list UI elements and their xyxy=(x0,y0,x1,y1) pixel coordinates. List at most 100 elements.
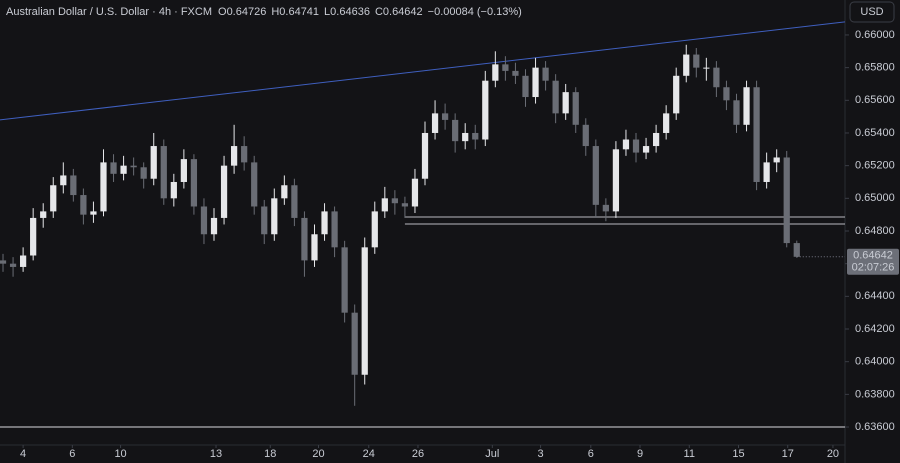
candle-body xyxy=(50,185,57,212)
candle-body xyxy=(482,80,489,140)
candle-body xyxy=(391,198,398,204)
candle-body xyxy=(673,75,680,114)
y-tick-label: 0.64400 xyxy=(855,290,895,302)
price-tag xyxy=(847,248,899,275)
x-tick-label: 10 xyxy=(114,448,126,460)
x-tick-label: 20 xyxy=(312,448,324,460)
y-tick-label: 0.66000 xyxy=(855,29,895,41)
ohlc-value: 0.64741 xyxy=(279,6,319,18)
x-tick-label: 9 xyxy=(637,448,643,460)
candle-body xyxy=(291,185,298,218)
candle-body xyxy=(683,54,690,76)
candle-body xyxy=(30,217,37,256)
candle-body xyxy=(241,146,248,163)
x-tick-label: 18 xyxy=(264,448,276,460)
x-tick-label: 26 xyxy=(412,448,424,460)
x-tick-label: 6 xyxy=(69,448,75,460)
candle-body xyxy=(552,80,559,114)
candle-body xyxy=(281,185,288,199)
candle-body xyxy=(441,113,449,120)
candle-body xyxy=(331,211,338,248)
candle-body xyxy=(140,167,147,179)
candle-body xyxy=(180,159,187,182)
candle-body xyxy=(200,206,208,235)
ohlc-value: 0.64642 xyxy=(383,6,423,18)
candle-body xyxy=(90,211,97,215)
header: Australian Dollar / U.S. Dollar · 4h · F… xyxy=(6,6,522,18)
candle-body xyxy=(170,181,177,199)
candle-body xyxy=(693,54,700,68)
candle-body xyxy=(261,206,268,235)
y-tick-label: 0.63600 xyxy=(855,421,895,433)
candle-body xyxy=(642,146,650,153)
candle-body xyxy=(401,203,409,207)
candle-body xyxy=(421,132,429,179)
candle-body xyxy=(150,146,157,179)
candle-body xyxy=(120,165,127,174)
candle-body xyxy=(532,67,539,98)
candle-body xyxy=(371,211,378,248)
candle-body xyxy=(512,70,519,76)
candle-body xyxy=(632,139,640,153)
ohlc-label: O xyxy=(218,6,227,18)
plot-area xyxy=(0,21,846,428)
candle-body xyxy=(9,263,17,267)
candle-body xyxy=(582,124,589,147)
currency-label[interactable]: USD xyxy=(860,6,883,18)
candle-body xyxy=(602,204,609,212)
y-tick-label: 0.65600 xyxy=(855,94,895,106)
candle-body xyxy=(351,312,358,375)
candle-body xyxy=(210,217,218,235)
candle-body xyxy=(361,247,368,375)
symbol-title: Australian Dollar / U.S. Dollar · 4h · F… xyxy=(6,6,212,18)
ohlc-label: H xyxy=(271,6,279,18)
candle-body xyxy=(271,198,278,235)
candle-body xyxy=(502,64,509,71)
candle-body xyxy=(763,162,770,182)
candle-body xyxy=(793,243,800,257)
candle-body xyxy=(663,113,670,133)
y-tick-label: 0.63800 xyxy=(855,388,895,400)
candle-body xyxy=(542,67,549,81)
candle-body xyxy=(753,87,760,182)
y-tick-label: 0.65200 xyxy=(855,160,895,172)
candle-body xyxy=(703,67,710,69)
candle-body xyxy=(40,211,47,218)
candle-body xyxy=(190,159,198,207)
x-tick-label: 13 xyxy=(210,448,222,460)
candle-body xyxy=(562,92,569,114)
x-tick-label: 3 xyxy=(537,448,543,460)
candle-body xyxy=(130,165,137,168)
candle-body xyxy=(462,132,469,142)
candle-body xyxy=(522,75,529,98)
x-tick-label: 24 xyxy=(363,448,375,460)
candle-body xyxy=(743,87,750,125)
trendline xyxy=(0,21,846,121)
candle-body xyxy=(0,260,7,264)
candle-body xyxy=(431,113,439,133)
candle-body xyxy=(100,162,107,212)
candle-body xyxy=(572,92,579,125)
candle-body xyxy=(612,149,620,212)
ohlc-label: C xyxy=(375,6,383,18)
candle-body xyxy=(622,139,630,150)
candle-body xyxy=(492,64,499,81)
candle-body xyxy=(713,67,720,88)
candle-body xyxy=(381,198,388,212)
ohlc-value: 0.64636 xyxy=(330,6,370,18)
candle-body xyxy=(341,247,348,313)
candle-body xyxy=(60,175,67,186)
x-tick-label: 17 xyxy=(782,448,794,460)
x-tick-label: Jul xyxy=(485,448,499,460)
candle-body xyxy=(723,87,730,101)
x-tick-label: 4 xyxy=(20,448,26,460)
candle-body xyxy=(783,157,790,244)
candle-body xyxy=(311,234,318,261)
ohlc-label: L xyxy=(324,6,330,18)
currency-button[interactable] xyxy=(849,1,895,23)
x-tick-label: 11 xyxy=(684,448,695,460)
candle-body xyxy=(411,178,419,207)
price-tag-countdown: 02:07:26 xyxy=(852,262,895,274)
